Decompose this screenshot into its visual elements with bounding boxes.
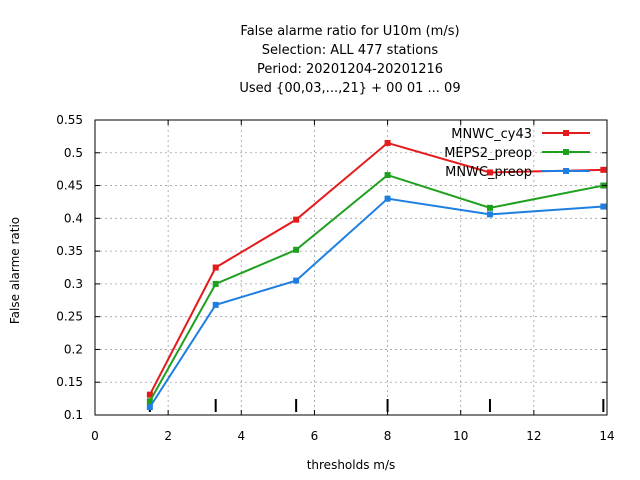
legend-swatch-point	[563, 130, 569, 136]
data-point	[293, 246, 300, 253]
data-point	[212, 301, 219, 308]
title-line: Used {00,03,...,21} + 00 01 ... 09	[239, 81, 460, 96]
x-tick-label: 6	[311, 429, 319, 443]
legend-label: MEPS2_preop	[444, 146, 532, 161]
series-MNWC_cy43	[146, 139, 607, 398]
title-line: Period: 20201204-20201216	[257, 62, 443, 77]
data-point	[212, 280, 219, 287]
y-axis-label: False alarme ratio	[8, 217, 22, 324]
data-point	[146, 404, 153, 411]
title-line: False alarme ratio for U10m (m/s)	[240, 24, 459, 39]
y-tick-label: 0.1	[64, 408, 83, 422]
y-tick-label: 0.5	[64, 146, 83, 160]
data-point	[486, 169, 493, 176]
legend-swatch-point	[563, 149, 569, 155]
y-tick-label: 0.25	[56, 310, 83, 324]
legend: MNWC_cy43 MEPS2_preop MNWC_preop	[444, 127, 590, 180]
chart-title: False alarme ratio for U10m (m/s) Selecti…	[239, 24, 460, 96]
x-tick-label: 2	[164, 429, 172, 443]
x-tick-label: 10	[453, 429, 468, 443]
y-tick-label: 0.4	[64, 211, 83, 225]
series-line	[148, 141, 604, 396]
y-tick-label: 0.55	[56, 113, 83, 127]
plot-frame	[94, 119, 608, 416]
series-lines	[146, 139, 607, 411]
data-point	[600, 203, 607, 210]
x-axis-ticks: 0 2 4 6 8 10 12 14	[91, 120, 615, 443]
y-tick-label: 0.35	[56, 244, 83, 258]
data-point	[600, 166, 607, 173]
x-tick-label: 14	[599, 429, 614, 443]
series-line	[149, 197, 604, 408]
x-tick-label: 4	[237, 429, 245, 443]
legend-label: MNWC_preop	[445, 165, 532, 180]
y-tick-label: 0.2	[64, 342, 83, 356]
legend-entry: MNWC_cy43	[451, 127, 590, 142]
legend-label: MNWC_cy43	[451, 127, 532, 142]
title-line: Selection: ALL 477 stations	[262, 43, 439, 58]
legend-entry: MNWC_preop	[445, 165, 590, 180]
y-tick-label: 0.45	[56, 179, 83, 193]
series-MEPS2_preop	[146, 172, 607, 405]
data-point	[293, 216, 300, 223]
legend-swatch-point	[563, 168, 569, 174]
x-tick-label: 0	[91, 429, 99, 443]
y-tick-label: 0.15	[56, 375, 83, 389]
data-point	[212, 264, 219, 271]
x-tick-label: 12	[526, 429, 541, 443]
y-tick-label: 0.3	[64, 277, 83, 291]
x-axis-label: thresholds m/s	[307, 458, 396, 472]
data-point	[486, 204, 493, 211]
data-point	[486, 211, 493, 218]
series-MNWC_preop	[146, 195, 607, 411]
data-point	[146, 391, 153, 398]
data-point	[293, 277, 300, 284]
series-line	[148, 173, 604, 402]
x-tick-label: 8	[384, 429, 392, 443]
legend-entry: MEPS2_preop	[444, 146, 590, 161]
data-point	[384, 172, 391, 179]
data-point	[384, 195, 391, 202]
data-point	[384, 139, 391, 146]
y-axis-ticks: 0.1 0.15 0.2 0.25 0.3 0.35 0.4 0.45 0.5 0.55	[56, 113, 607, 422]
threshold-markers	[148, 399, 605, 412]
data-point	[146, 398, 153, 405]
